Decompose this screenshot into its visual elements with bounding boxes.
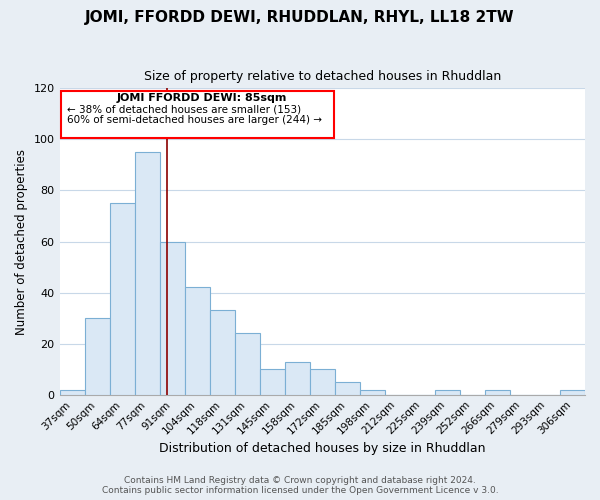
Bar — [485, 390, 510, 394]
Bar — [59, 390, 85, 394]
Bar — [110, 203, 134, 394]
Bar — [435, 390, 460, 394]
Text: 60% of semi-detached houses are larger (244) →: 60% of semi-detached houses are larger (… — [67, 115, 322, 125]
Bar — [134, 152, 160, 394]
Bar — [310, 369, 335, 394]
Bar — [360, 390, 385, 394]
FancyBboxPatch shape — [61, 91, 334, 138]
Bar — [85, 318, 110, 394]
Bar — [560, 390, 585, 394]
Bar — [160, 242, 185, 394]
Title: Size of property relative to detached houses in Rhuddlan: Size of property relative to detached ho… — [143, 70, 501, 83]
Bar — [185, 288, 209, 395]
Bar — [209, 310, 235, 394]
Bar — [260, 369, 285, 394]
Y-axis label: Number of detached properties: Number of detached properties — [15, 148, 28, 334]
Bar — [285, 362, 310, 394]
X-axis label: Distribution of detached houses by size in Rhuddlan: Distribution of detached houses by size … — [159, 442, 485, 455]
Bar — [235, 334, 260, 394]
Text: Contains HM Land Registry data © Crown copyright and database right 2024.
Contai: Contains HM Land Registry data © Crown c… — [101, 476, 499, 495]
Text: JOMI FFORDD DEWI: 85sqm: JOMI FFORDD DEWI: 85sqm — [117, 94, 287, 104]
Text: JOMI, FFORDD DEWI, RHUDDLAN, RHYL, LL18 2TW: JOMI, FFORDD DEWI, RHUDDLAN, RHYL, LL18 … — [85, 10, 515, 25]
Bar — [335, 382, 360, 394]
Text: ← 38% of detached houses are smaller (153): ← 38% of detached houses are smaller (15… — [67, 105, 301, 115]
